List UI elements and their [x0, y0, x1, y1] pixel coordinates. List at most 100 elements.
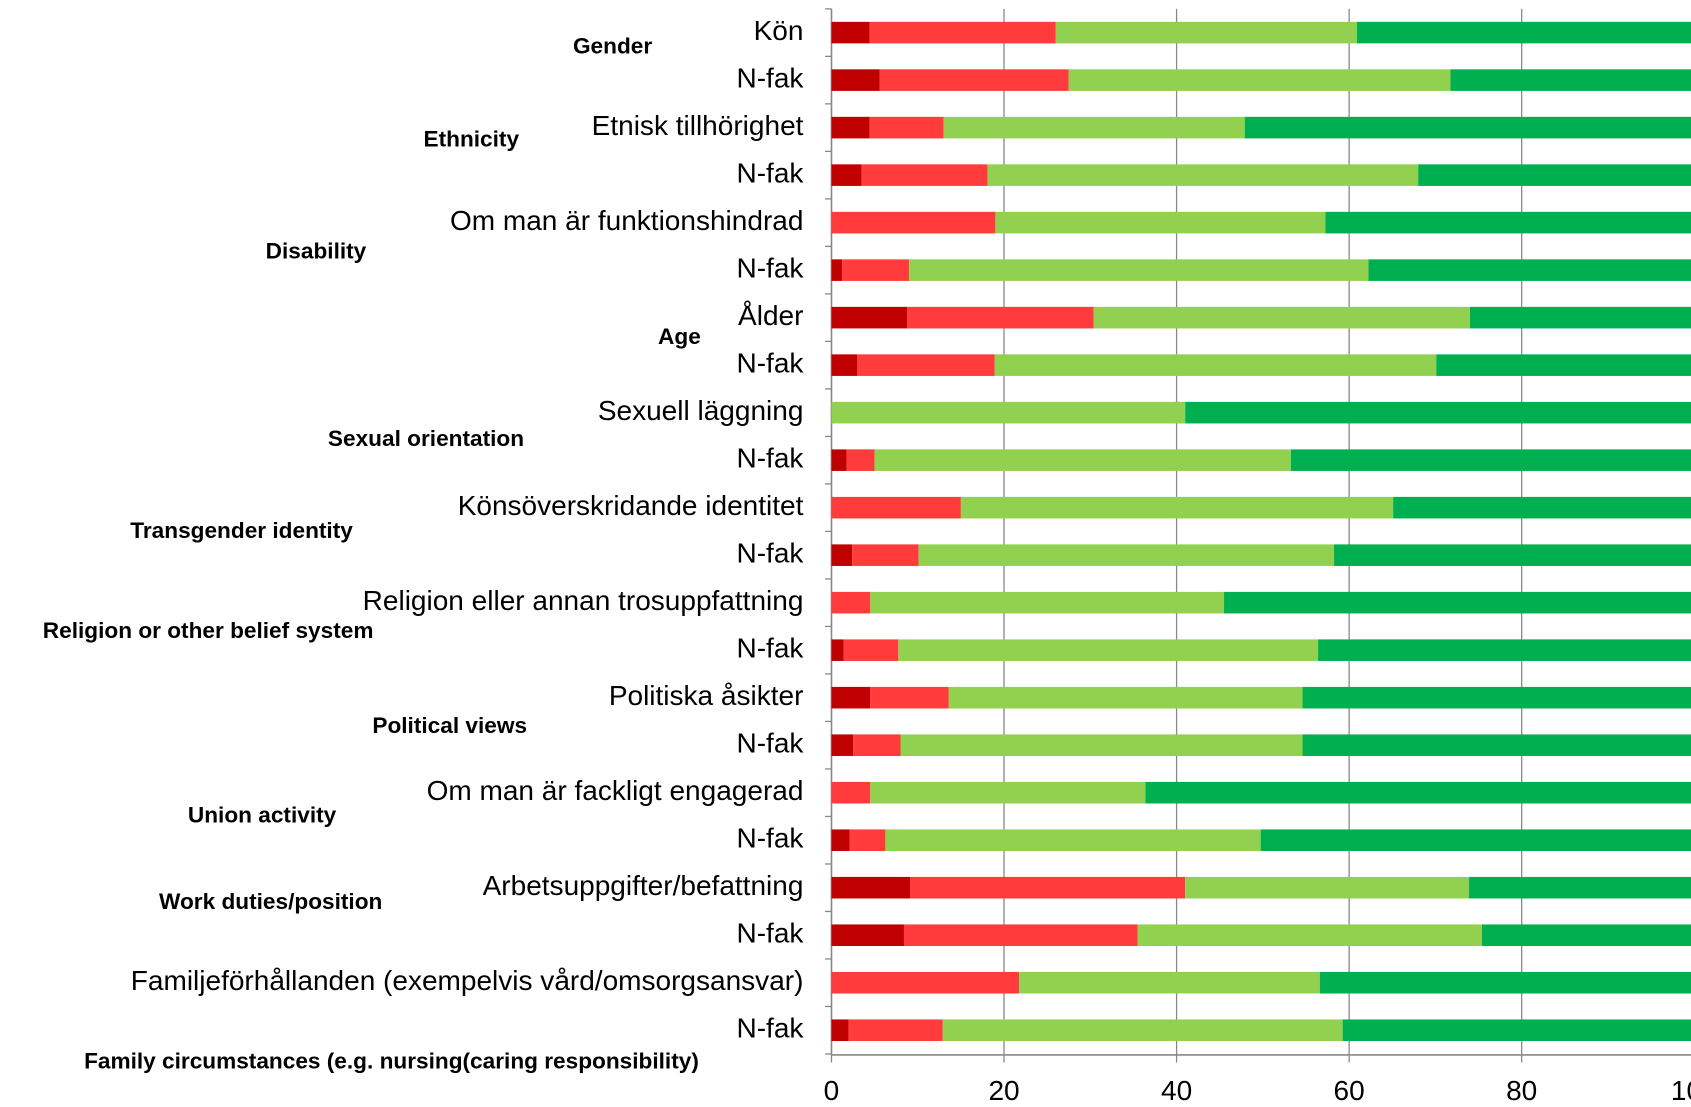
bar-segment	[903, 924, 1138, 946]
category-label: N-fak	[737, 728, 805, 759]
bar-segment	[1436, 354, 1691, 376]
group-label: Political views	[372, 713, 527, 738]
bar-segment	[831, 1019, 849, 1042]
bar-segment	[1244, 116, 1691, 139]
bar-segment	[849, 829, 886, 851]
bar-segment	[831, 496, 961, 519]
bar-segment	[1068, 69, 1451, 91]
bar-segment	[831, 734, 854, 756]
bar-segment	[870, 781, 1146, 804]
bar-segment	[1145, 781, 1691, 804]
category-label: Ålder	[738, 300, 803, 331]
bar-segment	[1318, 639, 1691, 661]
bar-segment	[1334, 544, 1691, 566]
category-label: N-fak	[737, 918, 805, 949]
bar-segment	[1137, 924, 1482, 946]
bar-segment	[1093, 306, 1470, 329]
category-label: N-fak	[737, 158, 805, 189]
bar-segment	[831, 639, 844, 661]
x-tick-label: 40	[1161, 1075, 1192, 1106]
bar-segment	[1393, 496, 1691, 519]
bar-segment	[846, 449, 875, 471]
bar-segment	[831, 306, 907, 329]
bar-segment	[870, 686, 949, 709]
bar-segment	[1019, 971, 1320, 994]
category-label: N-fak	[737, 63, 805, 94]
bar-segment	[874, 449, 1291, 471]
bar-segment	[852, 544, 919, 566]
bar-segment	[843, 639, 899, 661]
bar-segment	[869, 21, 1056, 44]
category-label: Kön	[754, 15, 804, 46]
category-label: Familjeförhållanden (exempelvis vård/oms…	[131, 965, 804, 996]
bar-segment	[831, 686, 871, 709]
bar-segment	[1469, 876, 1691, 899]
bar-segment	[831, 164, 862, 186]
bar-segment	[857, 354, 995, 376]
category-label: N-fak	[737, 1013, 805, 1044]
bar-segment	[831, 211, 996, 234]
bar-segment	[1325, 211, 1691, 234]
x-tick-label: 100	[1671, 1075, 1691, 1106]
bar-segment	[870, 591, 1225, 614]
category-label: Om man är funktionshindrad	[450, 205, 803, 236]
group-label: Disability	[266, 239, 367, 264]
bar-segment	[994, 354, 1437, 376]
group-label: Religion or other belief system	[43, 618, 374, 643]
x-tick-label: 20	[988, 1075, 1019, 1106]
x-tick-label: 0	[824, 1075, 840, 1106]
group-label: Transgender identity	[130, 518, 353, 543]
bar-segment	[1185, 401, 1691, 424]
bar-segment	[831, 449, 847, 471]
bar-segment	[1342, 1019, 1691, 1042]
category-label: N-fak	[737, 823, 805, 854]
bar-segment	[831, 971, 1020, 994]
category-label: Etnisk tillhörighet	[592, 110, 804, 141]
bar-segment	[831, 781, 871, 804]
bar-segment	[1450, 69, 1691, 91]
bar-segment	[1302, 686, 1691, 709]
bar-segment	[831, 354, 858, 376]
category-label: Sexuell läggning	[598, 395, 804, 426]
bar-segment	[842, 259, 910, 281]
bar-segment	[898, 639, 1319, 661]
bar-segment	[1260, 829, 1691, 851]
bar-segment	[995, 211, 1326, 234]
bar-segment	[1356, 21, 1691, 44]
bar-segment	[861, 164, 988, 186]
group-label: Sexual orientation	[328, 426, 524, 451]
category-label: Religion eller annan trosuppfattning	[363, 585, 804, 616]
bar-segment	[831, 876, 910, 899]
bar-segment	[1469, 306, 1691, 329]
group-label: Gender	[573, 34, 652, 59]
bar-segment	[831, 259, 843, 281]
bar-segment	[948, 686, 1303, 709]
group-label: Family circumstances (e.g. nursing(carin…	[84, 1049, 699, 1074]
x-tick-label: 80	[1506, 1075, 1537, 1106]
x-tick-label: 60	[1334, 1075, 1365, 1106]
bar-segment	[869, 116, 944, 139]
bar-segment	[918, 544, 1335, 566]
bar-segment	[1224, 591, 1691, 614]
bar-segment	[943, 116, 1245, 139]
bar-segment	[831, 21, 870, 44]
bar-segment	[906, 306, 1094, 329]
bar-segment	[1418, 164, 1691, 186]
bar-segment	[1290, 449, 1691, 471]
category-label: Politiska åsikter	[609, 680, 804, 711]
bar-segment	[900, 734, 1303, 756]
category-label: N-fak	[737, 443, 805, 474]
bar-segment	[831, 829, 850, 851]
bar-segment	[831, 401, 1186, 424]
category-label: N-fak	[737, 253, 805, 284]
category-label: N-fak	[737, 633, 805, 664]
bar-segment	[831, 544, 853, 566]
bar-segment	[831, 591, 871, 614]
category-label: Om man är fackligt engagerad	[427, 775, 804, 806]
bar-segment	[831, 69, 880, 91]
bar-segment	[853, 734, 901, 756]
bar-segment	[1319, 971, 1691, 994]
bar-segment	[848, 1019, 943, 1042]
bar-segment	[885, 829, 1261, 851]
bar-segment	[987, 164, 1419, 186]
